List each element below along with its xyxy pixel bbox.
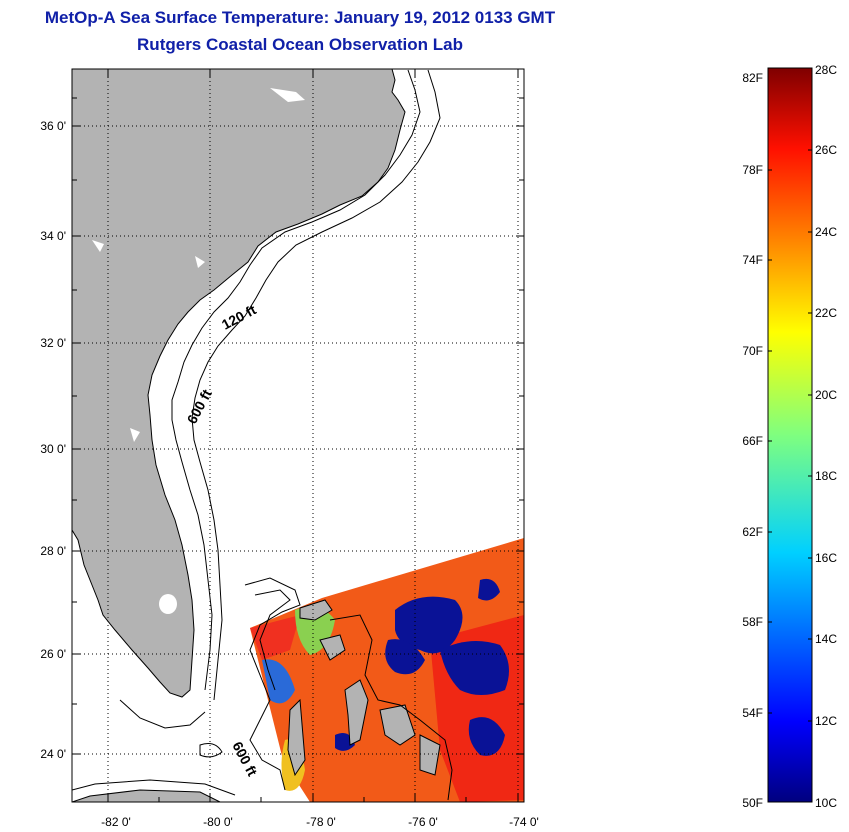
inland-water: [130, 428, 140, 442]
axis-ticks: [72, 69, 524, 802]
colorbar-ticks: [768, 149, 812, 722]
colorbar-f-label: 62F: [742, 525, 763, 539]
colorbar: [767, 67, 813, 803]
contour-keys: [119, 699, 206, 729]
lon-label: -74 0': [509, 815, 539, 829]
land-cuba: [72, 789, 221, 802]
graticule: [72, 69, 524, 802]
contour-bahamas-inner: [254, 589, 291, 691]
inland-water: [92, 240, 104, 252]
contour-bahamas-bank: [244, 577, 301, 791]
colorbar-c-label: 10C: [815, 796, 837, 810]
contour-600ft: [191, 69, 441, 701]
sst-cold-patch: [468, 717, 505, 756]
colorbar-f-label: 74F: [742, 253, 763, 267]
colorbar-celsius-labels: 28C 26C 24C 22C 20C 18C 16C 14C 12C 10C: [815, 63, 837, 810]
sst-cold-patch: [395, 596, 463, 654]
colorbar-f-label: 78F: [742, 163, 763, 177]
inland-water: [195, 256, 205, 268]
lat-label: 34 0': [40, 229, 66, 243]
colorbar-c-label: 28C: [815, 63, 837, 77]
reef-contour: [199, 743, 223, 758]
island-andros: [287, 698, 306, 777]
colorbar-c-label: 18C: [815, 469, 837, 483]
sst-cool-patch: [262, 659, 295, 704]
lat-label: 32 0': [40, 336, 66, 350]
island-eleuthera: [344, 679, 369, 746]
island-grand-bahama: [299, 599, 333, 621]
latitude-labels: 36 0' 34 0' 32 0' 30 0' 28 0' 26 0' 24 0…: [40, 119, 66, 761]
lat-label: 30 0': [40, 442, 66, 456]
colorbar-f-label: 58F: [742, 615, 763, 629]
colorbar-c-label: 26C: [815, 143, 837, 157]
lat-label: 26 0': [40, 647, 66, 661]
contour-bahamas-east: [329, 614, 453, 801]
lon-label: -78 0': [306, 815, 336, 829]
colorbar-f-label: 50F: [742, 796, 763, 810]
lon-label: -82 0': [101, 815, 131, 829]
lat-label: 36 0': [40, 119, 66, 133]
island-long: [419, 734, 441, 776]
colorbar-f-label: 82F: [742, 71, 763, 85]
map-subtitle: Rutgers Coastal Ocean Observation Lab: [137, 35, 463, 54]
lat-label: 28 0': [40, 544, 66, 558]
colorbar-f-label: 66F: [742, 434, 763, 448]
colorbar-c-label: 20C: [815, 388, 837, 402]
island-abaco: [319, 634, 346, 661]
inland-water: [270, 88, 305, 102]
colorbar-f-label: 70F: [742, 344, 763, 358]
sst-cold-patch: [440, 641, 509, 695]
map-title: MetOp-A Sea Surface Temperature: January…: [44, 8, 556, 27]
sst-cold-patch: [478, 578, 500, 601]
map-frame: [71, 68, 525, 803]
longitude-labels: -82 0' -80 0' -78 0' -76 0' -74 0': [101, 815, 539, 829]
lake-okeechobee: [159, 594, 177, 614]
colorbar-c-label: 16C: [815, 551, 837, 565]
contour-cuba-shelf: [72, 779, 236, 796]
lon-label: -80 0': [203, 815, 233, 829]
colorbar-c-label: 22C: [815, 306, 837, 320]
colorbar-f-label: 54F: [742, 706, 763, 720]
lon-label: -76 0': [408, 815, 438, 829]
colorbar-c-label: 14C: [815, 632, 837, 646]
contour-120ft: [171, 69, 421, 691]
lat-label: 24 0': [40, 747, 66, 761]
land-us-east-coast: [72, 69, 406, 698]
colorbar-c-label: 12C: [815, 714, 837, 728]
colorbar-c-label: 24C: [815, 225, 837, 239]
colorbar-fahrenheit-labels: 82F 78F 74F 70F 66F 62F 58F 54F 50F: [742, 71, 763, 810]
